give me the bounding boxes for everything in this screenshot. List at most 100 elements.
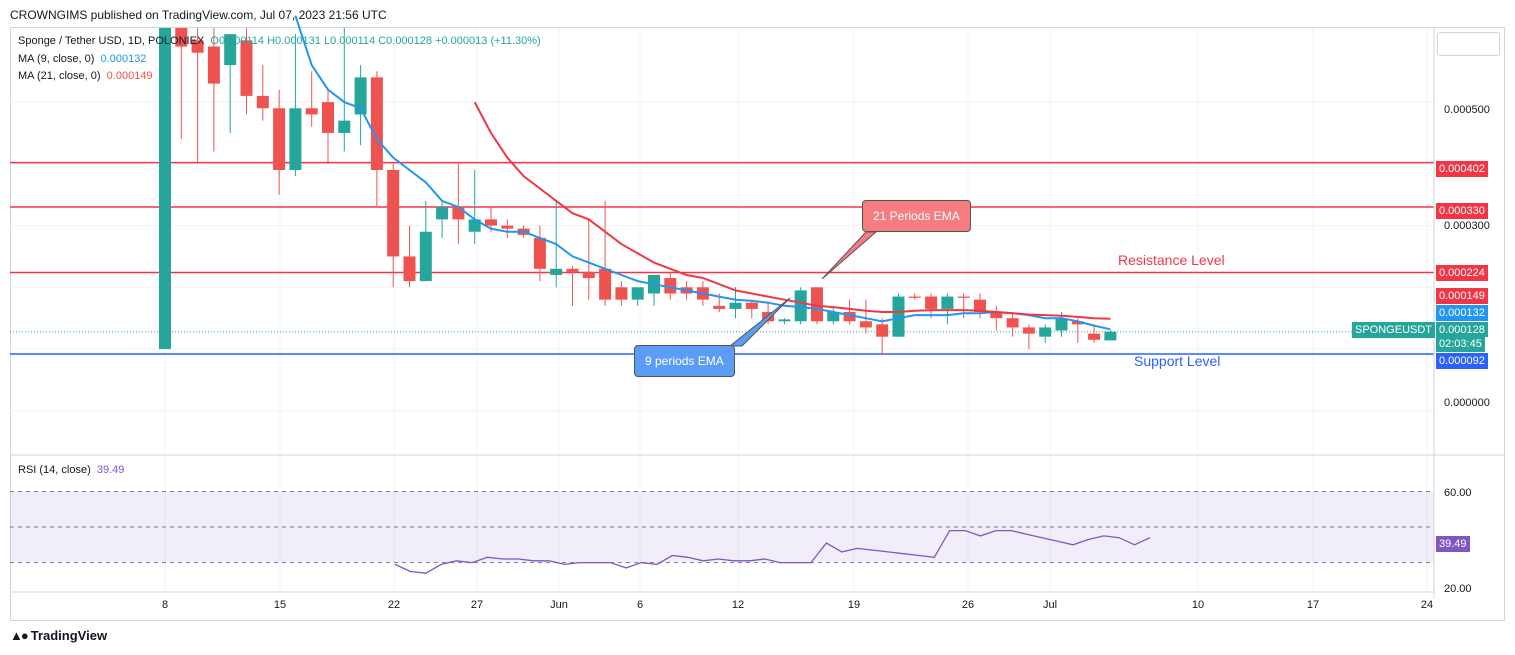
candle-body [289, 108, 302, 170]
candle [436, 200, 449, 238]
candle [631, 287, 644, 306]
price-tick: 0.000000 [1444, 397, 1490, 409]
candle [1022, 324, 1035, 350]
level-lines [10, 161, 1434, 355]
candle-body [713, 305, 726, 309]
candle-body [1006, 318, 1019, 328]
legend-ma21-value: 0.000149 [106, 70, 153, 82]
candle-body [273, 108, 286, 170]
candle [1006, 312, 1019, 337]
legend-symbol: Sponge / Tether USD, 1D, POLONIEX [18, 35, 205, 47]
candle [338, 28, 351, 152]
legend-rsi-value: 39.49 [96, 464, 125, 476]
candle [778, 318, 791, 325]
date-tick: 24 [1420, 599, 1434, 611]
candle [745, 299, 758, 319]
support-label: Support Level [1134, 353, 1221, 369]
tradingview-logo-text: TradingView [30, 628, 108, 643]
candle [273, 89, 286, 195]
candle-body [501, 225, 514, 229]
candle-body [892, 296, 905, 337]
ema21-callout[interactable]: 21 Periods EMA [862, 200, 971, 232]
candle [207, 28, 220, 152]
candle [354, 65, 367, 146]
candle-body [403, 256, 416, 282]
candle-body [550, 268, 563, 275]
last-price-tag: 0.000128 [1436, 322, 1488, 337]
candle-body [582, 271, 595, 279]
date-tick: 19 [847, 599, 861, 611]
rsi-value-tag: 39.49 [1436, 536, 1470, 552]
callout-pointers [728, 231, 878, 347]
legend-rsi-row[interactable]: RSI (14, close) 39.49 [18, 464, 124, 476]
legend-ma21-label: MA (21, close, 0) [18, 70, 101, 82]
candles [159, 28, 1117, 356]
candle [224, 34, 237, 133]
candle-body [240, 40, 253, 96]
date-tick: Jul [1042, 599, 1058, 611]
candle-body [599, 268, 612, 300]
candle-body [191, 40, 204, 53]
candle-body [533, 237, 546, 269]
candle [729, 287, 742, 319]
candle [452, 163, 465, 245]
candle-body [322, 102, 334, 133]
candle-body [419, 231, 432, 282]
candle-body [1088, 333, 1101, 340]
candle-body [338, 120, 351, 133]
candle-body [1022, 327, 1035, 334]
ema9-callout-pointer [728, 297, 791, 347]
date-tick: 17 [1306, 599, 1320, 611]
candle [664, 271, 677, 300]
candle [191, 28, 204, 164]
date-tick: 26 [961, 599, 975, 611]
date-tick: 22 [387, 599, 401, 611]
date-tick: 27 [470, 599, 484, 611]
legend-ma9-label: MA (9, close, 0) [18, 53, 95, 65]
candle [1088, 324, 1101, 343]
candle [1039, 324, 1052, 343]
candle-body [354, 77, 367, 115]
candle [925, 293, 938, 319]
legend-ma9-row[interactable]: MA (9, close, 0) 0.000132 [18, 53, 146, 65]
date-tick: 10 [1191, 599, 1205, 611]
support-tag: 0.000092 [1436, 353, 1488, 369]
candle-body [811, 287, 823, 322]
candle [159, 28, 171, 350]
candle [387, 163, 400, 288]
candle-body [256, 95, 269, 109]
publisher-line: CROWNGIMS published on TradingView.com, … [10, 8, 387, 22]
ema9-callout[interactable]: 9 periods EMA [634, 345, 735, 377]
candle-body [925, 296, 938, 309]
candle [859, 299, 872, 334]
date-tick: Jun [550, 599, 568, 611]
rsi-line [394, 529, 1151, 574]
date-tick: 6 [636, 599, 644, 611]
candle [599, 200, 612, 306]
candle [908, 293, 921, 300]
candle-body [159, 28, 171, 350]
candle-body [859, 321, 872, 328]
candle-body [566, 268, 579, 272]
candle-body [1039, 327, 1052, 337]
candle [419, 200, 432, 282]
resistance-label: Resistance Level [1118, 252, 1225, 268]
legend-ma21-row[interactable]: MA (21, close, 0) 0.000149 [18, 70, 153, 82]
chart-settings-box[interactable] [1437, 32, 1500, 56]
candle [256, 65, 269, 121]
candle-body [876, 324, 889, 337]
date-tick: 12 [731, 599, 745, 611]
candle-body [436, 207, 449, 220]
candle [876, 318, 889, 356]
legend-rsi-label: RSI (14, close) [18, 464, 91, 476]
level-tag-resistance-1: 0.000402 [1436, 161, 1488, 177]
level-tag-resistance-2: 0.000330 [1436, 203, 1488, 219]
chart-frame [10, 27, 1505, 621]
countdown-tag: 02:03:45 [1436, 336, 1485, 352]
tradingview-logo[interactable]: ▲● TradingView [10, 628, 107, 643]
rsi-tick: 60.00 [1444, 487, 1472, 499]
ma9-line [294, 15, 1111, 331]
level-tag-resistance-3: 0.000224 [1436, 265, 1488, 281]
symbol-tag: SPONGEUSDT [1352, 322, 1436, 338]
